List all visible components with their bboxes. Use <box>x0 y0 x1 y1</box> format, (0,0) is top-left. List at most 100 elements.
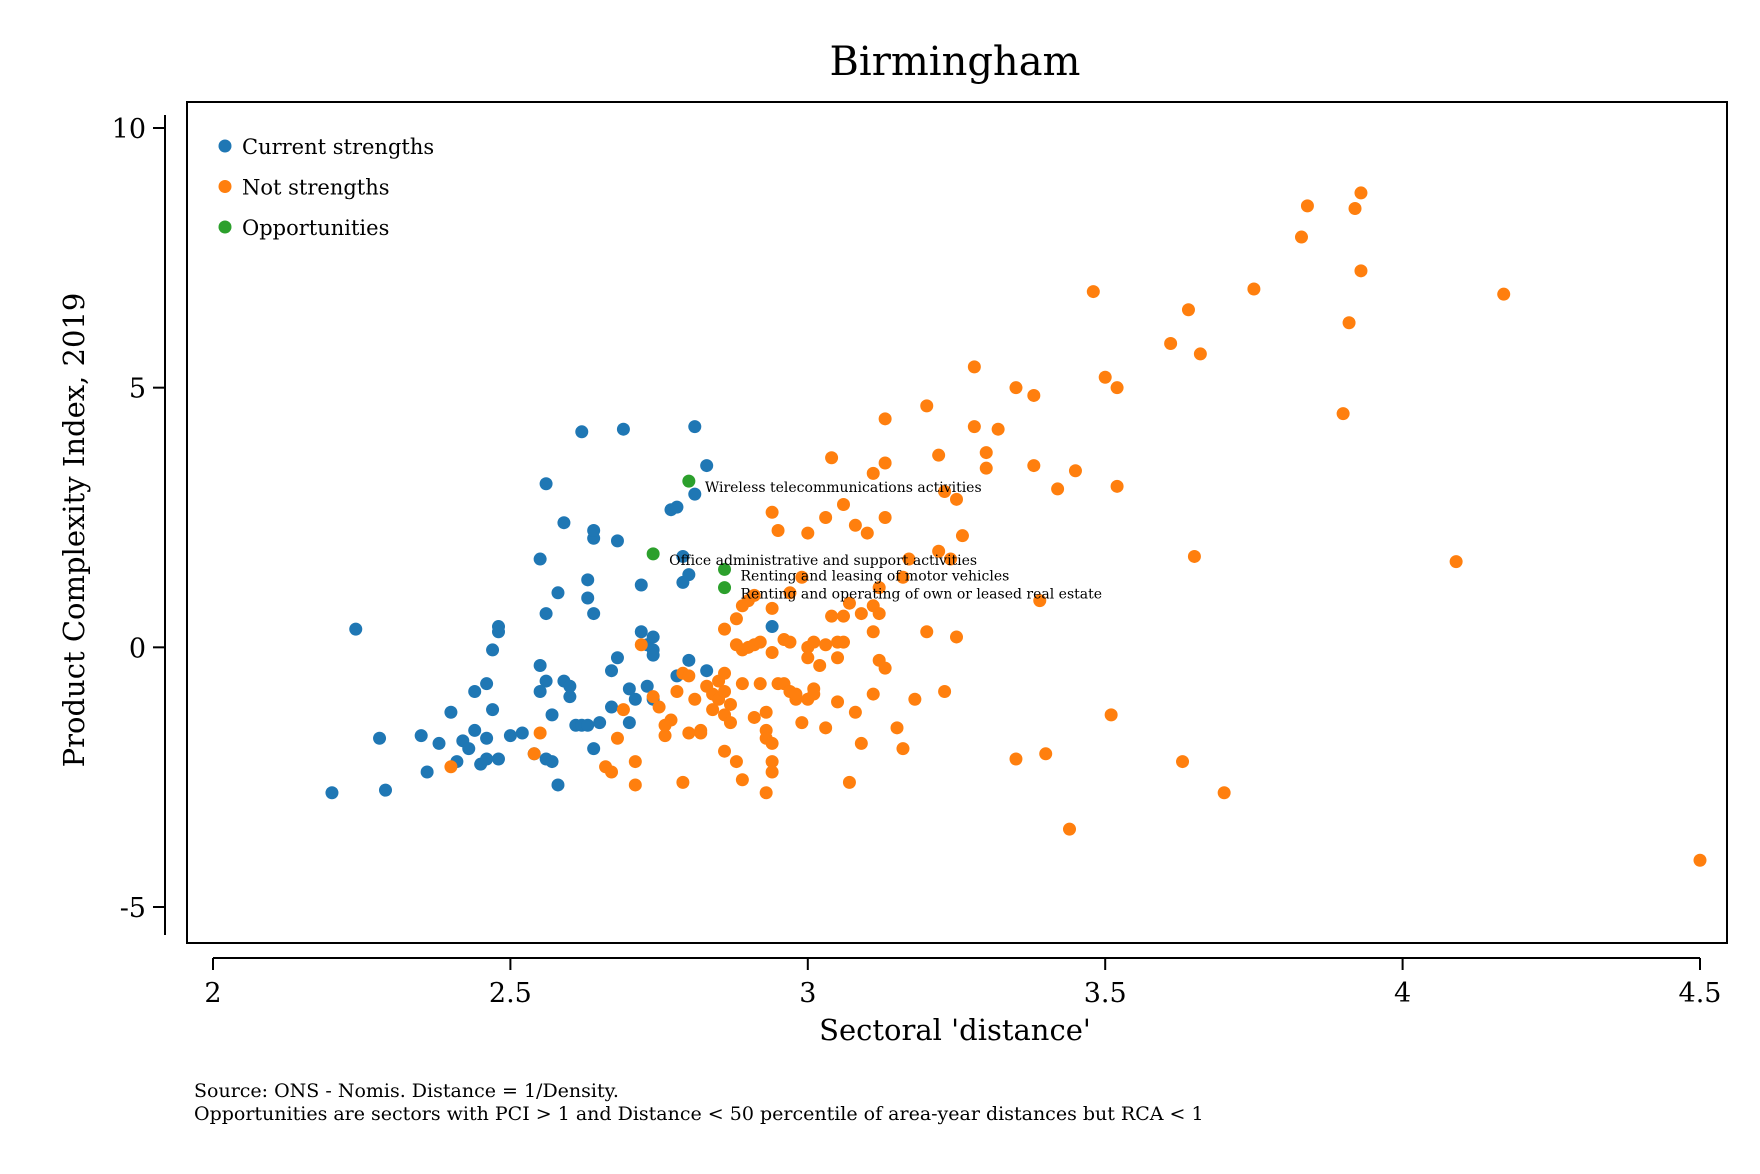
current-strengths-point <box>622 682 636 696</box>
not-strengths-point <box>605 765 619 779</box>
current-strengths-point <box>492 625 506 639</box>
current-strengths-point <box>325 786 339 800</box>
not-strengths-point <box>628 778 642 792</box>
point-annotations: Wireless telecommunications activities Of… <box>669 480 1102 602</box>
not-strengths-point <box>759 786 773 800</box>
current-strengths-point <box>605 664 619 678</box>
opportunities-point <box>718 581 732 595</box>
not-strengths-point <box>664 713 678 727</box>
legend-marker-current-strengths <box>218 139 232 153</box>
current-strengths-point <box>533 659 547 673</box>
current-strengths-point <box>378 783 392 797</box>
not-strengths-point <box>854 607 868 621</box>
not-strengths-point <box>610 731 624 745</box>
legend-label-opportunities: Opportunities <box>242 216 389 240</box>
y-tick-label: 5 <box>129 374 146 405</box>
not-strengths-point <box>950 492 963 506</box>
legend-marker-not-strengths <box>218 180 232 193</box>
not-strengths-point <box>1104 708 1118 722</box>
x-axis-label: Sectoral 'distance' <box>819 1013 1091 1047</box>
current-strengths-point <box>622 716 636 730</box>
not-strengths-point <box>1009 381 1023 395</box>
x-tick-label: 3.5 <box>1084 978 1127 1009</box>
not-strengths-point <box>795 570 809 584</box>
current-strengths-point <box>682 653 696 667</box>
not-strengths-point <box>682 669 696 683</box>
current-strengths-point <box>688 420 702 434</box>
not-strengths-point <box>866 625 880 639</box>
not-strengths-point <box>944 552 958 566</box>
not-strengths-point <box>872 581 886 595</box>
not-strengths-point <box>801 651 815 665</box>
not-strengths-point <box>747 710 761 724</box>
current-strengths-point <box>634 578 648 592</box>
not-strengths-point <box>819 511 833 524</box>
current-strengths-point <box>616 422 630 436</box>
not-strengths-point <box>1294 230 1308 244</box>
not-strengths-point <box>932 544 946 558</box>
current-strengths-point <box>492 752 506 766</box>
not-strengths-point <box>1342 316 1356 330</box>
not-strengths-point <box>735 677 749 691</box>
x-tick-label: 4 <box>1394 978 1411 1009</box>
not-strengths-point <box>920 399 934 413</box>
not-strengths-point <box>1449 555 1463 569</box>
not-strengths-point <box>801 526 815 540</box>
not-strengths-point <box>771 523 785 537</box>
not-strengths-point <box>878 412 892 426</box>
not-strengths-point <box>729 612 743 626</box>
not-strengths-point <box>842 596 856 610</box>
not-strengths-point <box>735 773 749 787</box>
not-strengths-point <box>878 456 892 470</box>
not-strengths-point <box>1348 201 1362 215</box>
opportunities-point <box>718 562 732 576</box>
not-strengths-point <box>765 646 779 660</box>
not-strengths-point <box>789 687 803 701</box>
y-tick-label: -5 <box>120 893 146 924</box>
current-strengths-point <box>539 477 553 491</box>
not-strengths-point <box>1217 786 1231 800</box>
not-strengths-point <box>1063 822 1077 836</box>
current-strengths-point <box>420 765 434 779</box>
current-strengths-point <box>503 729 517 743</box>
not-strengths-point <box>765 736 779 750</box>
not-strengths-point <box>729 755 743 769</box>
not-strengths-point <box>718 666 732 680</box>
current-strengths-point <box>676 549 690 563</box>
current-strengths-point <box>545 755 559 769</box>
not-strengths-point <box>616 703 630 717</box>
not-strengths-point <box>860 526 874 540</box>
not-strengths-point <box>1336 407 1350 421</box>
current-strengths-point <box>533 684 547 698</box>
y-axis-ticks: -5 0 5 10 <box>112 114 165 924</box>
current-strengths-point <box>700 459 714 473</box>
not-strengths-point <box>878 511 892 524</box>
not-strengths-point <box>765 755 779 769</box>
point-annotation-label: Renting and leasing of motor vehicles <box>741 568 1010 584</box>
not-strengths-point <box>836 635 850 649</box>
not-strengths-point <box>688 692 702 706</box>
not-strengths-point <box>1110 381 1124 395</box>
current-strengths-point <box>581 718 595 732</box>
current-strengths-point <box>587 607 601 621</box>
not-strengths-point <box>1027 459 1041 473</box>
current-strengths-point <box>486 643 500 657</box>
point-annotation-label: Renting and operating of own or leased r… <box>741 587 1103 603</box>
current-strengths-point <box>563 679 577 693</box>
current-strengths-point <box>557 516 571 530</box>
not-strengths-point <box>1300 199 1314 213</box>
not-strengths-point <box>1110 479 1124 493</box>
current-strengths-point <box>349 622 363 636</box>
current-strengths-point <box>610 651 624 665</box>
not-strengths-point <box>1027 388 1041 402</box>
x-tick-label: 2.5 <box>489 978 532 1009</box>
not-strengths-point <box>938 485 952 499</box>
not-strengths-point <box>694 723 708 737</box>
current-strengths-point <box>587 523 601 537</box>
not-strengths-point <box>938 684 952 698</box>
not-strengths-point <box>1247 282 1261 296</box>
opportunities-point <box>646 547 660 561</box>
not-strengths-point <box>444 760 458 774</box>
not-strengths-point <box>765 765 779 779</box>
current-strengths-point <box>646 630 660 644</box>
